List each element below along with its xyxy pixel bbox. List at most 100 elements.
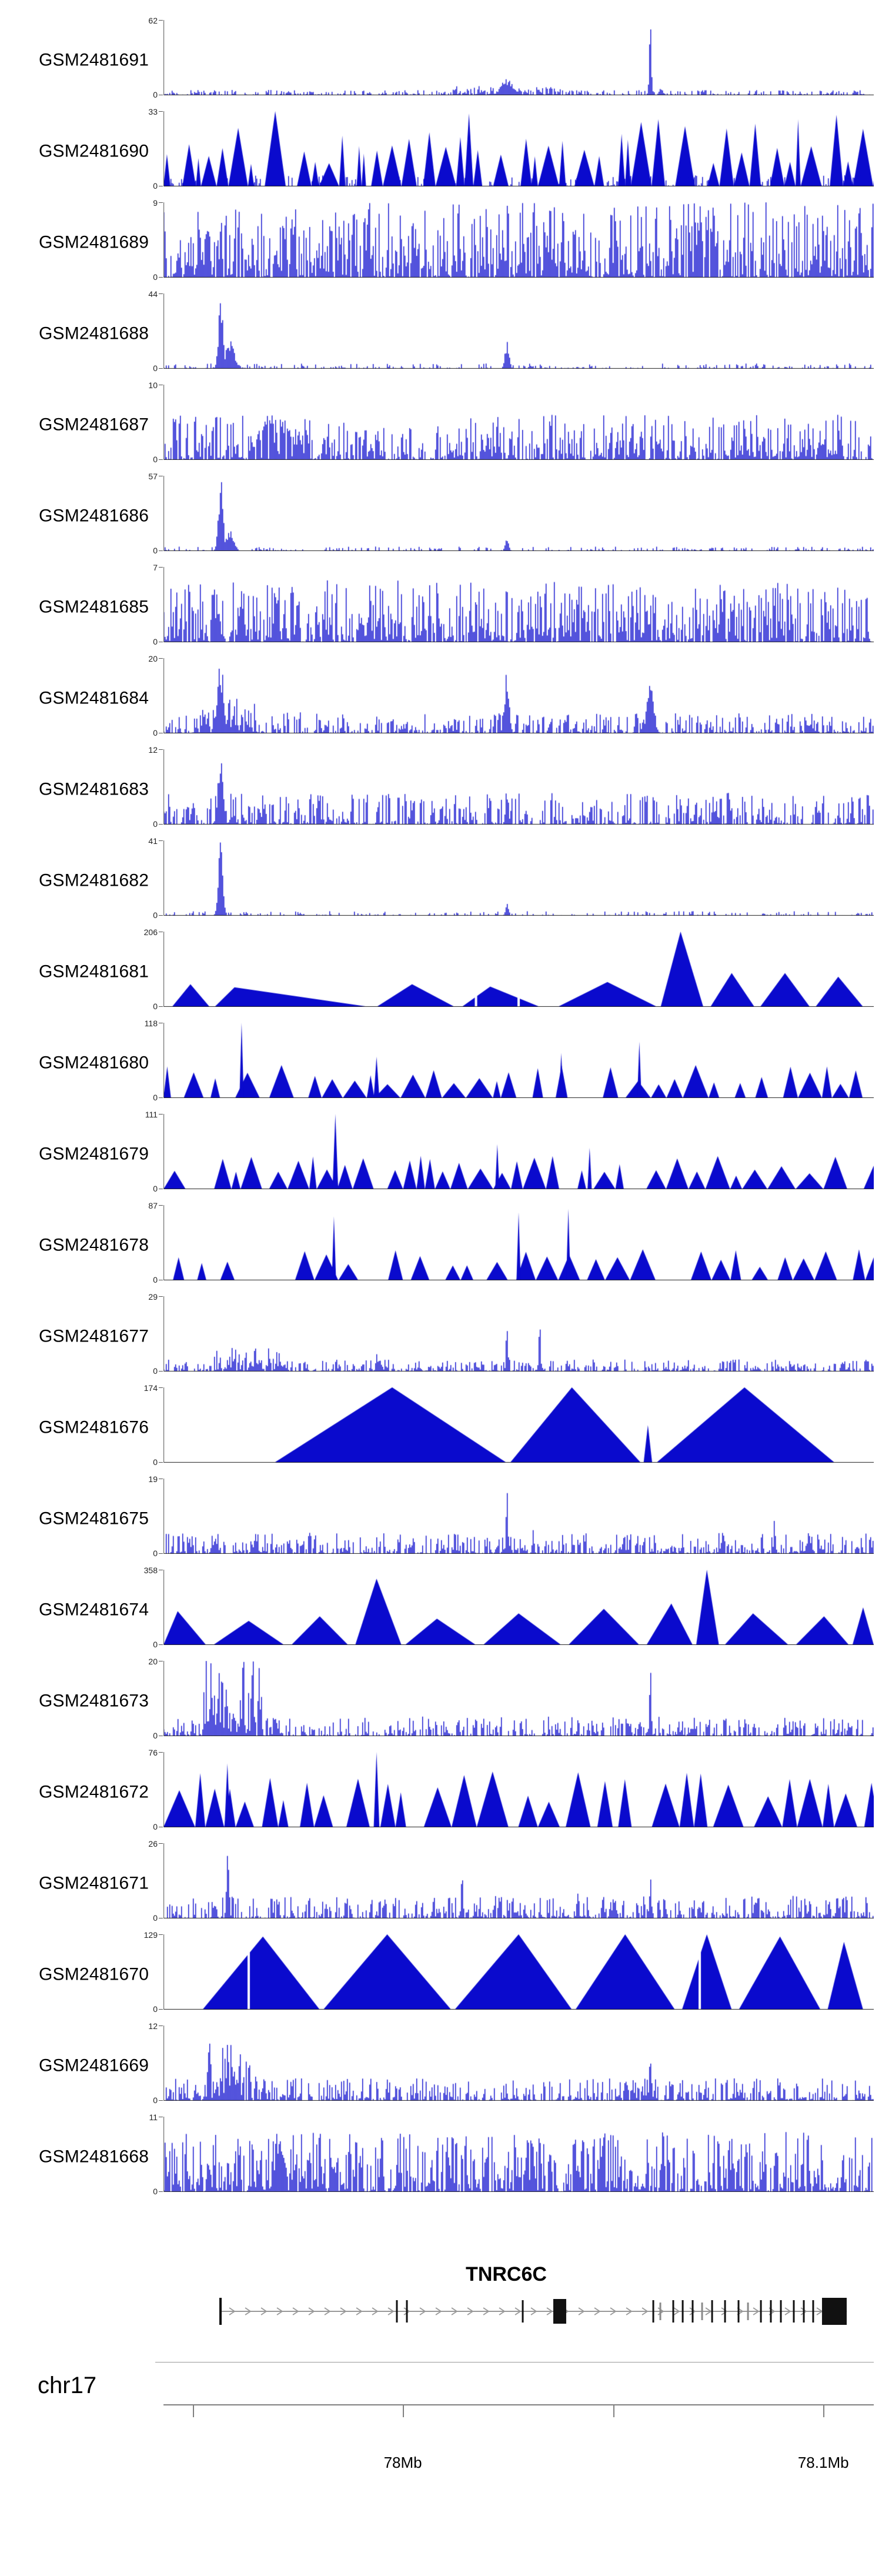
strand-arrow-icon xyxy=(292,2307,299,2315)
exon-block xyxy=(747,2303,749,2320)
coverage-tracks-container: GSM2481691 62 0 GSM2481690 33 0 GSM24816… xyxy=(0,16,882,2204)
track-row: GSM2481668 11 0 xyxy=(0,2113,882,2204)
y-axis-zero-label: 0 xyxy=(153,1184,158,1193)
y-axis-tick xyxy=(159,1097,163,1098)
y-axis-tick xyxy=(159,824,163,825)
y-axis-tick xyxy=(159,1752,163,1753)
y-axis-tick xyxy=(159,202,163,203)
genome-ruler-line xyxy=(163,2404,874,2405)
strand-arrow-icon xyxy=(419,2307,426,2315)
y-axis-tick xyxy=(159,1387,163,1388)
coverage-signal-plot xyxy=(163,1387,874,1463)
gene-annotation-track: TNRC6C xyxy=(0,2263,882,2357)
strand-arrow-icon xyxy=(356,2307,363,2315)
track-plot-area: 118 0 xyxy=(145,1019,874,1102)
track-sample-label: GSM2481684 xyxy=(39,688,149,708)
track-plot-area: 12 0 xyxy=(148,746,874,828)
y-axis-tick xyxy=(159,1644,163,1645)
strand-arrow-icon xyxy=(483,2307,490,2315)
y-axis-tick xyxy=(159,658,163,659)
chromosome-label: chr17 xyxy=(38,2373,97,2398)
y-axis-zero-label: 0 xyxy=(153,2095,158,2105)
y-axis-tick xyxy=(159,111,163,112)
track-row: GSM2481689 9 0 xyxy=(0,199,882,290)
track-sample-label: GSM2481678 xyxy=(39,1235,149,1255)
strand-arrow-icon xyxy=(610,2307,617,2315)
strand-arrow-icon xyxy=(499,2307,506,2315)
y-axis-max-label: 29 xyxy=(148,1292,158,1302)
y-axis-max-label: 76 xyxy=(148,1748,158,1757)
strand-arrow-icon xyxy=(721,2307,728,2315)
strand-arrow-icon xyxy=(626,2307,633,2315)
exon-block xyxy=(652,2300,654,2323)
y-axis-max-label: 26 xyxy=(148,1839,158,1848)
track-sample-label: GSM2481676 xyxy=(39,1417,149,1437)
coverage-signal-plot xyxy=(163,1843,874,1918)
track-sample-label: GSM2481669 xyxy=(39,2056,149,2076)
track-row: GSM2481679 111 0 xyxy=(0,1110,882,1202)
track-row: GSM2481675 19 0 xyxy=(0,1475,882,1566)
strand-arrow-icon xyxy=(340,2307,347,2315)
y-axis-max-label: 206 xyxy=(143,927,158,937)
coverage-signal-plot xyxy=(163,1934,874,2010)
y-axis-tick xyxy=(159,277,163,278)
y-axis-max-label: 12 xyxy=(148,2021,158,2031)
exon-block xyxy=(812,2300,814,2323)
y-axis-zero-label: 0 xyxy=(153,1093,158,1102)
axis-separator-line xyxy=(155,2362,874,2363)
track-plot-area: 12 0 xyxy=(148,2022,874,2104)
y-axis-zero-label: 0 xyxy=(153,2187,158,2196)
y-axis-zero-label: 0 xyxy=(153,1913,158,1923)
y-axis-tick xyxy=(159,1934,163,1935)
coverage-signal-plot xyxy=(163,2117,874,2192)
ruler-tick-label: 78.1Mb xyxy=(797,2454,849,2471)
track-row: GSM2481678 87 0 xyxy=(0,1202,882,1293)
coverage-signal-plot xyxy=(163,840,874,916)
y-axis-zero-label: 0 xyxy=(153,272,158,282)
track-sample-label: GSM2481680 xyxy=(39,1053,149,1073)
y-axis-tick xyxy=(159,1205,163,1206)
coverage-signal-plot xyxy=(163,111,874,186)
track-plot-area: 9 0 xyxy=(153,199,874,281)
ruler-tick xyxy=(823,2405,825,2417)
track-sample-label: GSM2481682 xyxy=(39,870,149,890)
y-axis-zero-label: 0 xyxy=(153,1640,158,1649)
y-axis-zero-label: 0 xyxy=(153,1457,158,1467)
strand-arrow-icon xyxy=(260,2307,268,2315)
y-axis-max-label: 19 xyxy=(148,1474,158,1484)
track-sample-label: GSM2481675 xyxy=(39,1509,149,1529)
track-sample-label: GSM2481689 xyxy=(39,232,149,252)
coverage-signal-plot xyxy=(163,932,874,1007)
y-axis-tick xyxy=(159,1843,163,1844)
coverage-signal-plot xyxy=(163,1114,874,1189)
coverage-signal-plot xyxy=(163,1296,874,1372)
y-axis-max-label: 10 xyxy=(148,381,158,390)
track-row: GSM2481673 20 0 xyxy=(0,1657,882,1749)
y-axis-zero-label: 0 xyxy=(153,1822,158,1831)
track-row: GSM2481677 29 0 xyxy=(0,1293,882,1384)
track-sample-label: GSM2481687 xyxy=(39,415,149,435)
track-row: GSM2481687 10 0 xyxy=(0,381,882,472)
coverage-signal-plot xyxy=(163,1752,874,1827)
strand-arrow-icon xyxy=(387,2307,395,2315)
track-plot-area: 29 0 xyxy=(148,1293,874,1375)
y-axis-tick xyxy=(159,550,163,551)
y-axis-tick xyxy=(159,368,163,369)
strand-arrow-icon xyxy=(229,2307,236,2315)
track-row: GSM2481674 358 0 xyxy=(0,1566,882,1657)
strand-arrow-icon xyxy=(435,2307,442,2315)
strand-arrow-icon xyxy=(372,2307,379,2315)
y-axis-max-label: 87 xyxy=(148,1201,158,1210)
ruler-tick xyxy=(403,2405,405,2417)
strand-arrow-icon xyxy=(324,2307,331,2315)
track-sample-label: GSM2481685 xyxy=(39,597,149,617)
y-axis-zero-label: 0 xyxy=(153,1366,158,1376)
y-axis-max-label: 12 xyxy=(148,745,158,755)
track-sample-label: GSM2481679 xyxy=(39,1144,149,1164)
track-plot-area: 41 0 xyxy=(148,837,874,919)
coverage-signal-plot xyxy=(163,658,874,733)
y-axis-max-label: 358 xyxy=(143,1566,158,1575)
exon-block xyxy=(803,2300,805,2323)
strand-arrow-icon xyxy=(467,2307,474,2315)
